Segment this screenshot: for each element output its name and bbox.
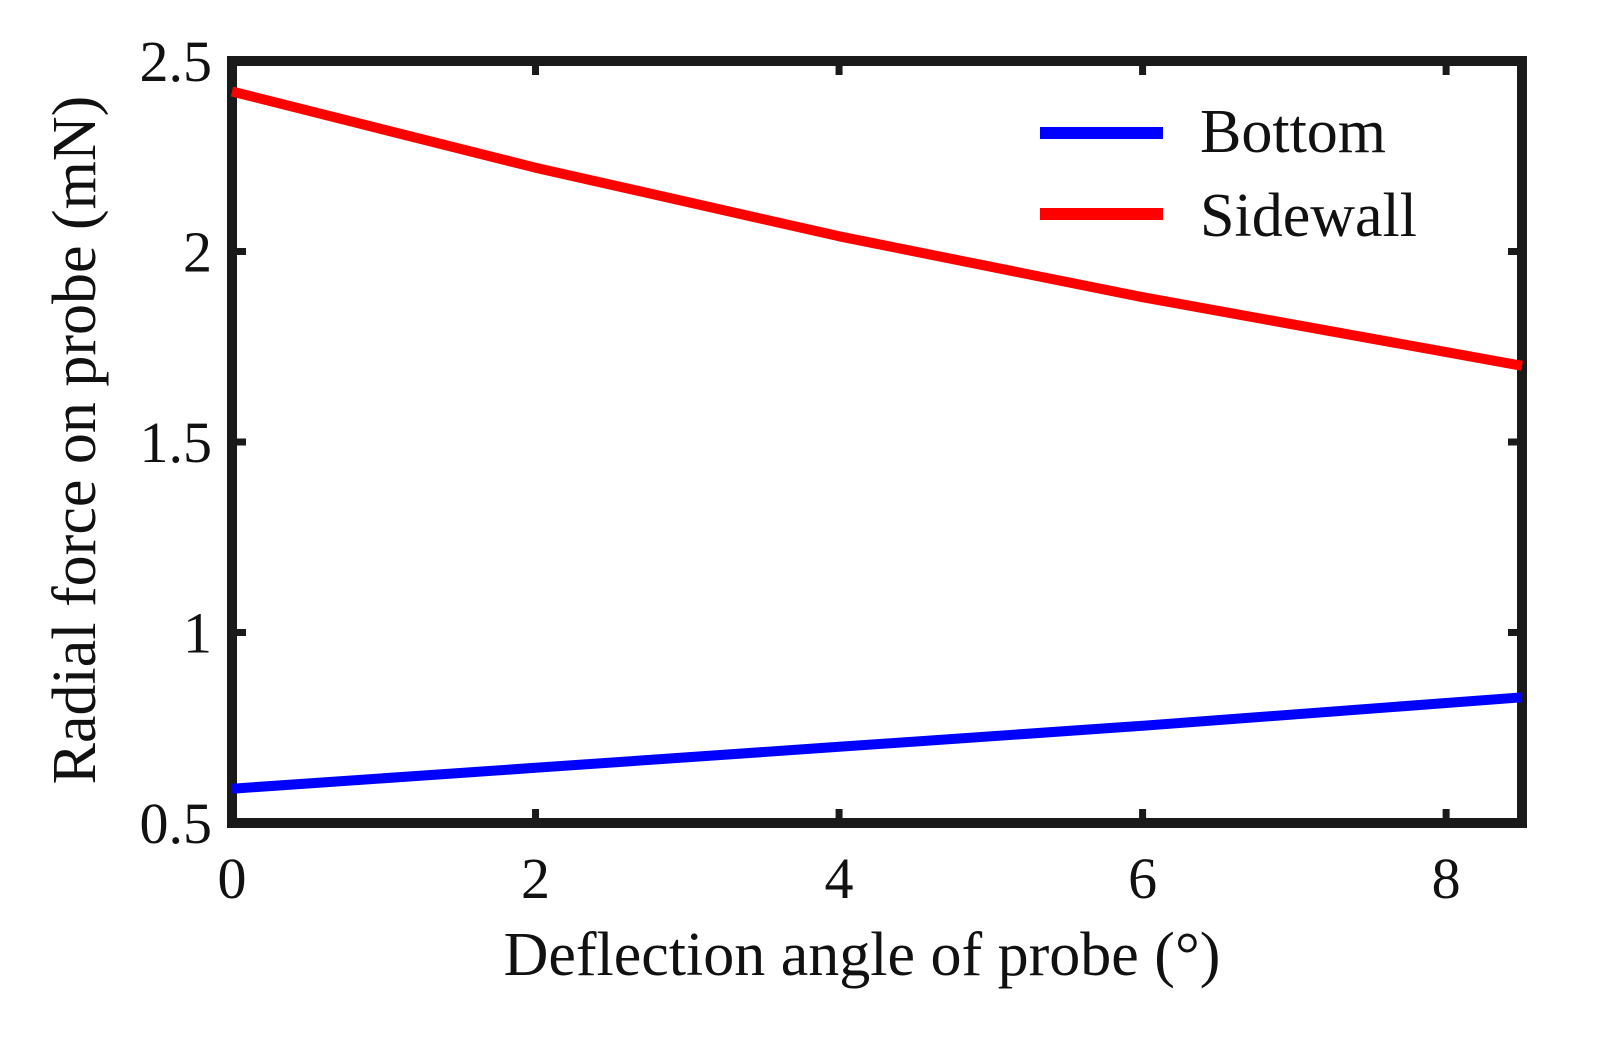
- legend: Bottom Sidewall: [1040, 98, 1417, 250]
- legend-label-bottom: Bottom: [1200, 98, 1386, 166]
- x-tick-label: 8: [1432, 846, 1461, 911]
- y-tick-label: 0.5: [140, 791, 213, 856]
- x-tick-labels: 0 2 4 6 8: [218, 846, 1461, 911]
- series-line-sidewall: [230, 86, 1523, 371]
- x-tick-label: 2: [521, 846, 550, 911]
- x-tick-label: 6: [1128, 846, 1157, 911]
- y-tick-label: 1: [183, 601, 212, 666]
- x-tick-label: 0: [218, 846, 247, 911]
- axis-ticks: [228, 57, 1522, 827]
- y-tick-labels: 0.5 1 1.5 2 2.5: [140, 29, 213, 856]
- y-axis-label: Radial force on probe (mN): [41, 96, 109, 785]
- x-tick-label: 4: [825, 846, 854, 911]
- plot-area: [227, 56, 1527, 828]
- series-line-bottom: [231, 692, 1523, 794]
- y-tick-label: 2: [183, 220, 212, 285]
- x-axis-label: Deflection angle of probe (°): [504, 921, 1221, 989]
- y-tick-label: 1.5: [140, 410, 213, 475]
- series-layer: [230, 86, 1523, 794]
- legend-label-sidewall: Sidewall: [1200, 182, 1417, 250]
- y-tick-label: 2.5: [140, 29, 213, 94]
